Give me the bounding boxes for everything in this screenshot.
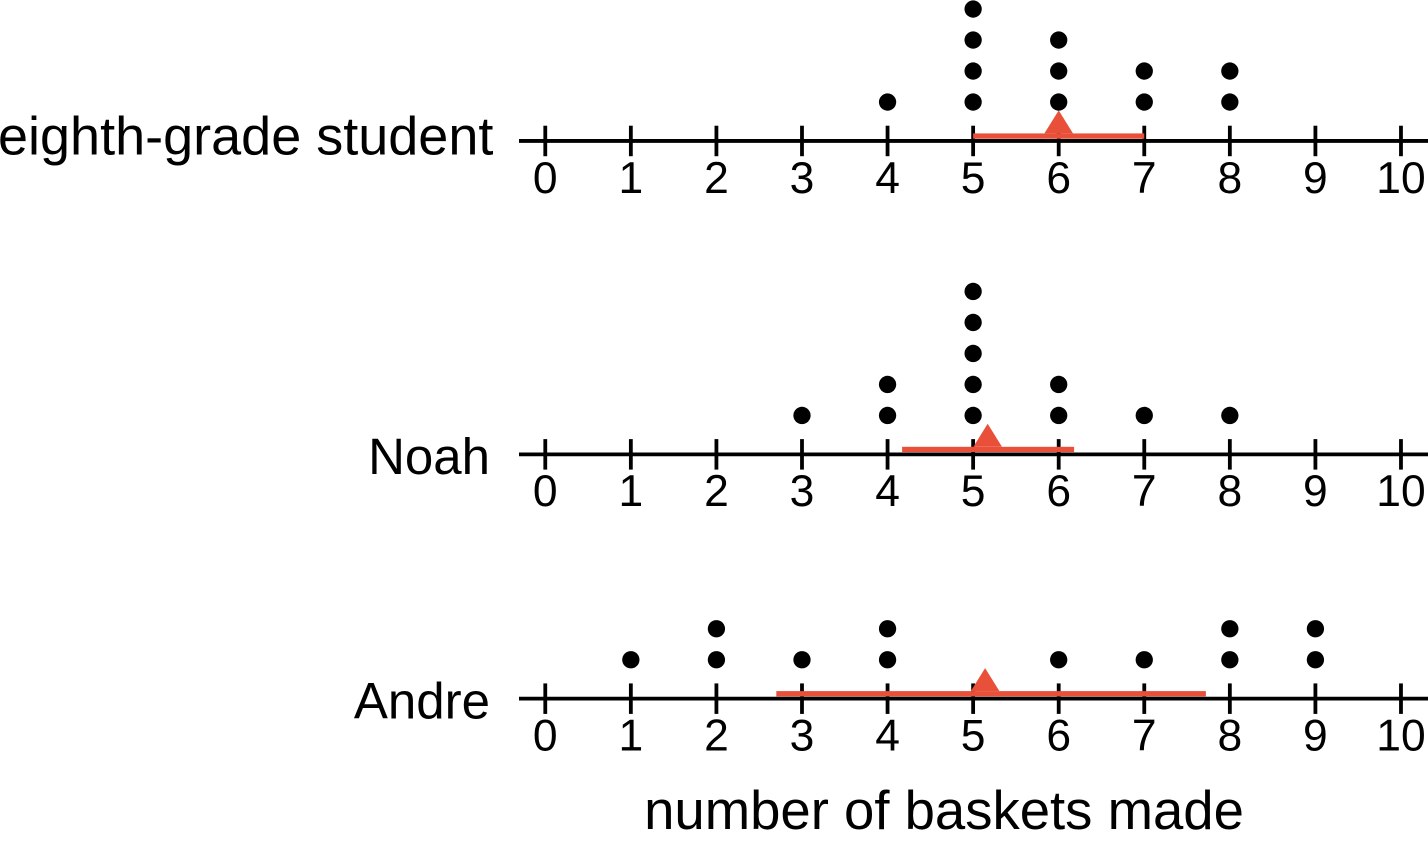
svg-text:10: 10: [1376, 154, 1425, 203]
svg-text:10: 10: [1376, 711, 1425, 760]
svg-text:2: 2: [704, 467, 729, 516]
svg-text:1: 1: [618, 467, 643, 516]
svg-text:8: 8: [1217, 467, 1242, 516]
svg-text:5: 5: [961, 154, 986, 203]
svg-text:4: 4: [875, 467, 900, 516]
svg-text:9: 9: [1303, 467, 1328, 516]
svg-text:8: 8: [1217, 711, 1242, 760]
svg-text:0: 0: [533, 154, 558, 203]
svg-text:8: 8: [1217, 154, 1242, 203]
svg-text:1: 1: [618, 711, 643, 760]
svg-text:9: 9: [1303, 154, 1328, 203]
svg-text:2: 2: [704, 154, 729, 203]
svg-text:6: 6: [1046, 467, 1071, 516]
svg-text:number of baskets made: number of baskets made: [644, 780, 1244, 841]
svg-text:7: 7: [1132, 711, 1157, 760]
svg-text:3: 3: [790, 711, 815, 760]
svg-text:5: 5: [961, 467, 986, 516]
svg-text:Andre: Andre: [354, 672, 490, 729]
svg-text:7: 7: [1132, 467, 1157, 516]
svg-text:3: 3: [790, 154, 815, 203]
svg-text:6: 6: [1046, 711, 1071, 760]
svg-text:5: 5: [961, 711, 986, 760]
svg-text:0: 0: [533, 467, 558, 516]
svg-text:eighth-grade student: eighth-grade student: [0, 107, 493, 167]
svg-text:2: 2: [704, 711, 729, 760]
svg-text:9: 9: [1303, 711, 1328, 760]
svg-text:4: 4: [875, 711, 900, 760]
svg-text:1: 1: [618, 154, 643, 203]
svg-text:4: 4: [875, 154, 900, 203]
svg-text:6: 6: [1046, 154, 1071, 203]
svg-text:Noah: Noah: [368, 428, 490, 485]
svg-text:0: 0: [533, 711, 558, 760]
svg-text:3: 3: [790, 467, 815, 516]
svg-text:10: 10: [1376, 467, 1425, 516]
svg-text:7: 7: [1132, 154, 1157, 203]
